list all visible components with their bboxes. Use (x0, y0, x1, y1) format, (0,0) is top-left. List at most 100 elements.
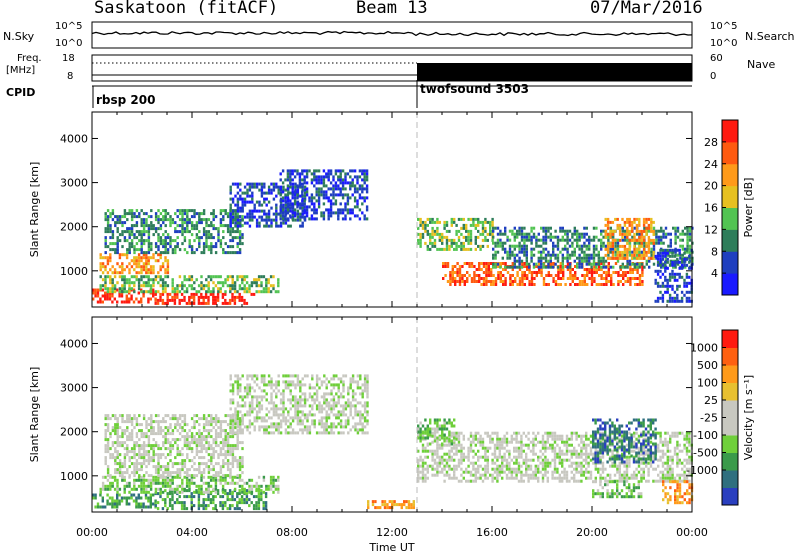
power-cell (92, 297, 95, 301)
velocity-cell (234, 459, 237, 463)
power-cell (629, 283, 632, 286)
velocity-cell (318, 401, 321, 405)
power-cell (470, 265, 474, 268)
velocity-cell (113, 499, 116, 503)
power-cell (611, 256, 615, 260)
velocity-cell (330, 425, 333, 429)
power-cell (580, 235, 584, 239)
power-cell (614, 253, 617, 257)
power-cell (142, 212, 146, 216)
power-cell (145, 253, 148, 257)
velocity-cell (325, 419, 328, 423)
power-cell (322, 193, 326, 197)
velocity-cell (257, 492, 261, 496)
velocity-cell (233, 475, 237, 479)
power-cell (111, 218, 115, 222)
power-cell (188, 295, 191, 299)
velocity-cell (205, 435, 208, 439)
velocity-cell (238, 462, 242, 466)
power-cell (188, 301, 191, 305)
velocity-cell (106, 447, 110, 451)
power-cell (501, 232, 504, 236)
power-cell (424, 223, 427, 227)
power-cell (595, 244, 598, 248)
power-cell (253, 215, 256, 219)
power-cell (251, 200, 254, 204)
velocity-cell (190, 478, 194, 482)
power-cell (485, 280, 488, 283)
velocity-cell (296, 431, 300, 435)
power-cell (125, 278, 129, 282)
velocity-cell (284, 407, 288, 411)
power-cell (274, 290, 278, 294)
power-cell (513, 259, 516, 263)
power-cell (617, 274, 620, 277)
power-cell (104, 265, 107, 269)
power-cell (106, 259, 110, 263)
velocity-cell (231, 422, 235, 426)
power-cell (456, 280, 459, 283)
velocity-cell (263, 431, 266, 435)
power-cell (241, 224, 244, 228)
power-cell (121, 265, 124, 269)
power-cell (162, 209, 165, 213)
velocity-cell (202, 438, 206, 442)
power-cell (571, 253, 574, 257)
velocity-cell (164, 420, 167, 424)
velocity-cell (118, 414, 122, 418)
power-cell (606, 247, 610, 251)
power-cell (453, 220, 456, 224)
power-cell (114, 224, 117, 228)
velocity-cell (138, 447, 141, 451)
velocity-cell (188, 429, 191, 433)
power-cell (583, 259, 586, 263)
velocity-cell (109, 475, 112, 479)
power-cell (334, 199, 338, 203)
velocity-cell (205, 447, 208, 451)
velocity-cell (147, 499, 150, 503)
power-cell (145, 224, 148, 228)
power-cell (198, 239, 201, 243)
power-cell (133, 233, 136, 237)
velocity-cell (337, 395, 340, 399)
velocity-cell (238, 423, 242, 427)
power-cell (183, 295, 186, 299)
power-cell (628, 259, 632, 263)
power-cell (137, 278, 141, 282)
power-cell (236, 295, 239, 299)
velocity-cell (301, 431, 304, 435)
power-cell (253, 182, 256, 186)
velocity-cell (248, 487, 251, 491)
power-cell (123, 236, 127, 240)
power-cell (419, 217, 422, 221)
velocity-cell (275, 425, 278, 429)
power-cell (168, 298, 172, 302)
velocity-cell (200, 487, 203, 491)
velocity-cell (240, 501, 244, 505)
power-cell (429, 232, 432, 236)
power-cell (164, 236, 167, 240)
power-cell (303, 185, 307, 189)
velocity-cell (287, 431, 290, 435)
velocity-cell (214, 435, 218, 439)
power-cell (238, 230, 242, 234)
velocity-cell (121, 475, 124, 479)
power-cell (121, 221, 124, 225)
power-cell (265, 218, 268, 222)
velocity-cell (174, 441, 177, 445)
power-cell (142, 290, 146, 294)
power-cell (576, 235, 579, 239)
velocity-cell (327, 404, 331, 408)
power-cell (353, 169, 357, 173)
power-cell (118, 287, 122, 291)
velocity-cell (164, 478, 167, 482)
power-cell (602, 256, 605, 260)
velocity-cell (186, 453, 189, 457)
power-cell (451, 265, 454, 268)
velocity-cell (133, 478, 136, 482)
velocity-cell (126, 471, 129, 475)
power-cell (275, 212, 278, 216)
velocity-cell (272, 401, 276, 405)
velocity-cell (147, 478, 150, 482)
power-cell (219, 275, 222, 279)
